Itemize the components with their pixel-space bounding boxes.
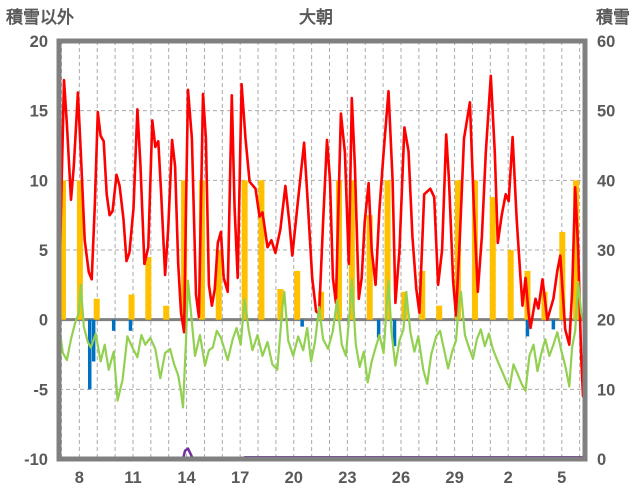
svg-text:40: 40 [597, 172, 615, 190]
svg-text:-5: -5 [33, 381, 48, 399]
svg-text:17: 17 [231, 469, 249, 487]
green-series-series [59, 278, 585, 409]
svg-text:14: 14 [177, 469, 196, 487]
svg-text:5: 5 [39, 242, 48, 260]
svg-text:29: 29 [445, 469, 463, 487]
svg-text:20: 20 [285, 469, 303, 487]
svg-text:0: 0 [39, 312, 48, 330]
svg-text:26: 26 [392, 469, 410, 487]
right-axis-title: 積雪 [596, 8, 630, 27]
svg-text:23: 23 [338, 469, 356, 487]
svg-text:60: 60 [597, 33, 615, 51]
temperature-red-series [59, 74, 585, 398]
svg-text:10: 10 [597, 381, 615, 399]
left-axis-tick-labels: 20 15 10 5 0 -5 -10 [24, 33, 48, 469]
svg-text:8: 8 [75, 469, 84, 487]
plot-frame [56, 38, 588, 462]
svg-text:5: 5 [557, 469, 566, 487]
chart-title: 大朝 [299, 8, 333, 27]
svg-text:15: 15 [30, 103, 48, 121]
svg-text:2: 2 [504, 469, 513, 487]
svg-text:50: 50 [597, 103, 615, 121]
x-axis-tick-labels: 8 11 14 17 20 23 26 29 2 5 [75, 469, 567, 487]
svg-text:30: 30 [597, 242, 615, 260]
left-axis-title: 積雪以外 [6, 8, 74, 27]
svg-text:20: 20 [30, 33, 48, 51]
right-axis-tick-labels: 60 50 40 30 20 10 0 [597, 33, 615, 469]
svg-text:0: 0 [597, 451, 606, 469]
svg-text:20: 20 [597, 312, 615, 330]
svg-text:11: 11 [124, 469, 141, 487]
svg-text:-10: -10 [24, 451, 48, 469]
svg-text:10: 10 [30, 172, 48, 190]
